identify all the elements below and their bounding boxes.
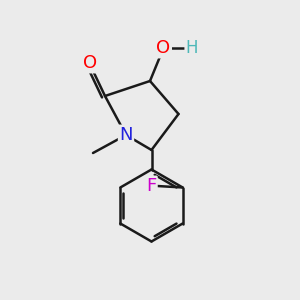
Text: H: H (186, 39, 198, 57)
Text: N: N (119, 126, 133, 144)
Text: O: O (156, 39, 171, 57)
Text: F: F (146, 177, 156, 195)
Text: O: O (83, 54, 97, 72)
